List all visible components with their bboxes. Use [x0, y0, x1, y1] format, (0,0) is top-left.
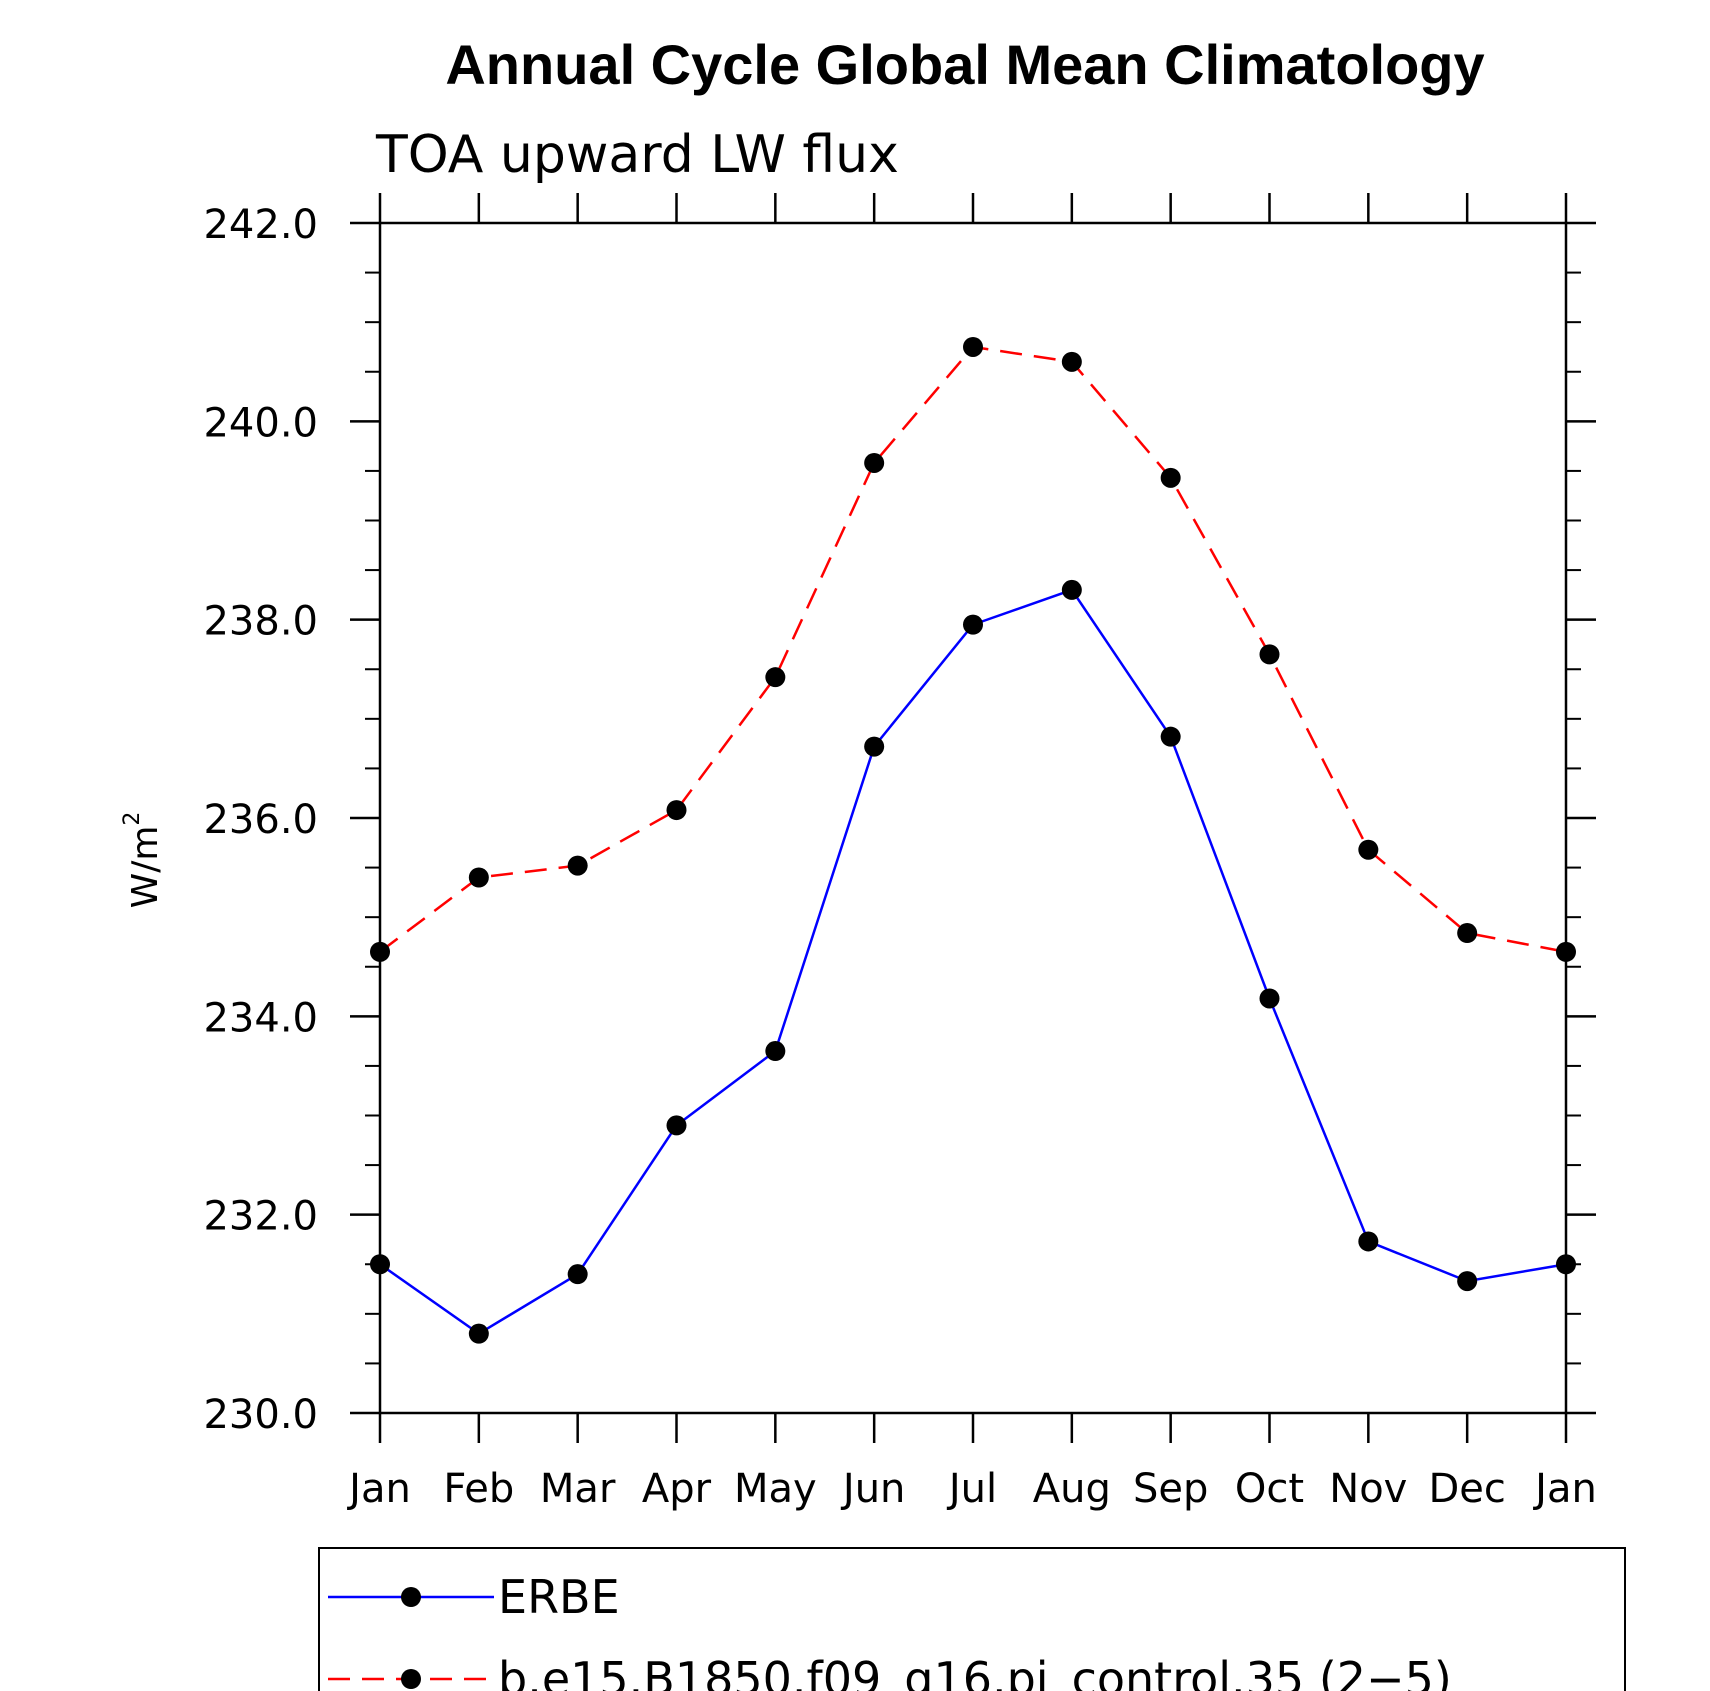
- data-point: [1061, 579, 1082, 600]
- axes: 230.0 232.0 234.0 236.0 238.0 240.0 242.0 Jan Fe…: [203, 193, 1597, 1512]
- plot-frame: [378, 221, 1568, 1415]
- data-point: [864, 736, 885, 757]
- svg-text:W/m2: W/m2: [120, 812, 166, 909]
- chart-subtitle: TOA upward LW flux: [375, 125, 899, 185]
- data-point: [370, 941, 390, 962]
- data-point: [963, 336, 983, 357]
- series-layer: [370, 336, 1576, 1344]
- data-point: [1358, 839, 1379, 860]
- data-point: [1259, 644, 1280, 665]
- y-tick-label: 236.0: [203, 797, 318, 843]
- y-tick-label: 242.0: [203, 202, 318, 248]
- data-point: [765, 667, 786, 688]
- data-point: [370, 1254, 390, 1275]
- legend-box: [318, 1547, 1626, 1691]
- x-tick-label: Nov: [1329, 1466, 1407, 1512]
- y-tick-label: 232.0: [203, 1194, 318, 1240]
- y-tick-label: 234.0: [203, 995, 318, 1041]
- x-tick-label: Jul: [946, 1466, 997, 1512]
- data-point: [468, 1323, 489, 1344]
- y-axis-label-base: W/m: [125, 826, 166, 909]
- x-tick-label: Apr: [642, 1466, 712, 1512]
- data-point: [567, 855, 588, 876]
- data-point: [1556, 941, 1576, 962]
- data-point: [1556, 1254, 1576, 1275]
- data-point: [1160, 467, 1181, 488]
- data-point: [1457, 923, 1478, 944]
- legend-label: b.e15.B1850.f09_g16.pi_control.35 (2−5): [498, 1652, 1452, 1691]
- x-tick-label: Jan: [346, 1466, 411, 1512]
- data-point: [1457, 1271, 1478, 1292]
- data-point: [963, 614, 983, 635]
- data-point: [666, 1115, 687, 1136]
- legend-label: ERBE: [498, 1570, 620, 1624]
- y-tick-label: 240.0: [203, 400, 318, 446]
- x-tick-label: May: [734, 1466, 817, 1512]
- data-point: [1259, 988, 1280, 1009]
- y-axis-label: W/m2: [120, 812, 166, 909]
- chart-title: Annual Cycle Global Mean Climatology: [445, 33, 1484, 96]
- data-point: [765, 1041, 786, 1062]
- data-point: [1358, 1231, 1379, 1252]
- x-tick-label: Aug: [1033, 1466, 1111, 1512]
- data-point: [1160, 726, 1181, 747]
- y-tick-label: 238.0: [203, 599, 318, 645]
- data-point: [468, 867, 489, 888]
- series-line: [379, 588, 1567, 1336]
- data-point: [567, 1264, 588, 1285]
- data-point: [864, 452, 885, 473]
- legend: ERBE b.e15.B1850.f09_g16.pi_control.35 (2…: [328, 1570, 1452, 1691]
- x-tick-label: Dec: [1428, 1466, 1505, 1512]
- x-tick-label: Mar: [540, 1466, 616, 1512]
- series-1: [370, 579, 1576, 1344]
- x-tick-label: Sep: [1133, 1466, 1208, 1512]
- x-tick-label: Jan: [1532, 1466, 1597, 1512]
- legend-marker: [401, 1587, 421, 1607]
- series-line: [379, 345, 1567, 954]
- data-point: [666, 800, 687, 821]
- x-tick-label: Oct: [1235, 1466, 1304, 1512]
- series-2: [370, 336, 1576, 962]
- x-tick-label: Feb: [443, 1466, 514, 1512]
- y-tick-label: 230.0: [203, 1392, 318, 1438]
- y-axis-label-sup: 2: [120, 812, 145, 826]
- x-tick-label: Jun: [840, 1466, 906, 1512]
- legend-marker: [401, 1669, 421, 1689]
- data-point: [1061, 351, 1082, 372]
